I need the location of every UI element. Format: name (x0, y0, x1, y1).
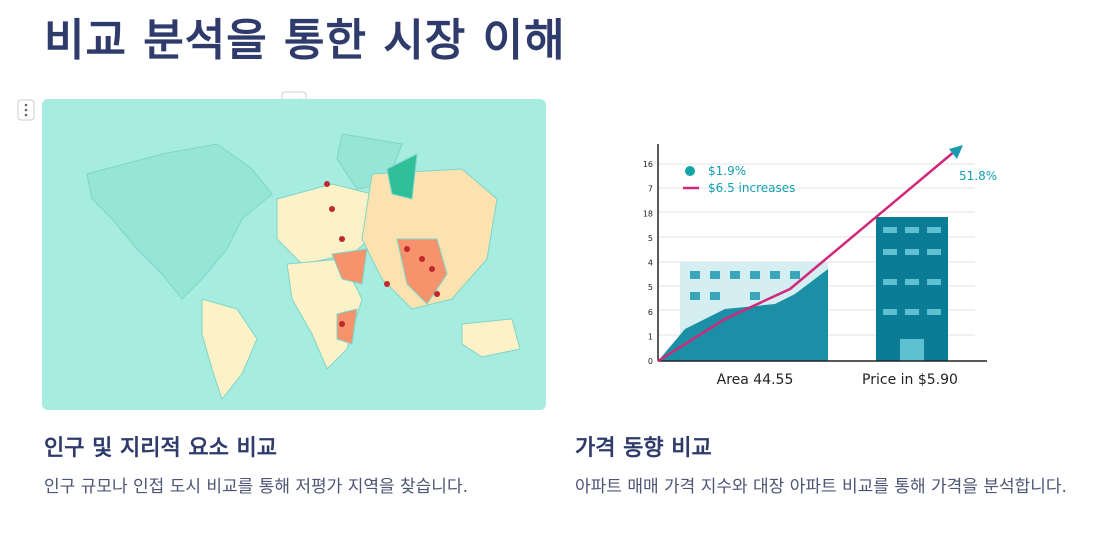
x-label: Price in $5.90 (862, 372, 958, 388)
card-description: 인구 규모나 인접 도시 비교를 통해 저평가 지역을 찾습니다. (44, 477, 468, 497)
y-axis-label: 16 (643, 160, 653, 169)
x-label: Area 44.55 (717, 372, 794, 388)
y-axis-label: 1 (648, 332, 653, 341)
y-axis-label: 18 (643, 209, 653, 218)
y-axis-label: 5 (648, 234, 653, 243)
y-axis-label: 5 (648, 283, 653, 292)
annotation: 51.8% (959, 169, 997, 183)
y-axis-label: 4 (648, 259, 653, 268)
legend-label: $1.9% (708, 164, 746, 178)
y-axis-label: 6 (648, 308, 653, 317)
legend-label: $6.5 increases (708, 181, 795, 195)
y-axis-label: 0 (648, 357, 653, 366)
card-description: 아파트 매매 가격 지수와 대장 아파트 비교를 통해 가격을 분석합니다. (575, 477, 1067, 497)
world-map-image (42, 99, 546, 410)
card-heading: 인구 및 지리적 요소 비교 (44, 436, 278, 461)
y-axis-label: 7 (648, 185, 653, 194)
price-chart-image: $1.9% $6.5 increases 51.8% Area 44.55 Pr… (575, 99, 1075, 410)
slide-title: 비교 분석을 통한 시장 이해 (44, 15, 566, 66)
card-heading: 가격 동향 비교 (575, 436, 712, 461)
